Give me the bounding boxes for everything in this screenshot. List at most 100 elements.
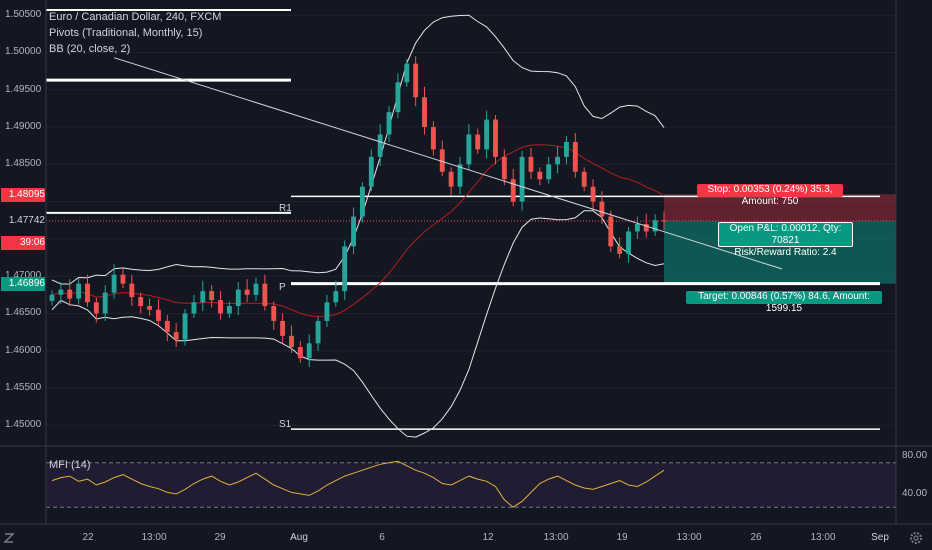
candle-body-28 — [297, 347, 303, 359]
time-tick: 13:00 — [810, 532, 836, 543]
axes — [0, 0, 932, 525]
price-tag: 1.47742 — [1, 213, 45, 228]
mfi-panel — [46, 460, 896, 508]
candle-body-45 — [448, 171, 454, 187]
candle-body-0 — [49, 294, 55, 301]
bollinger-bands — [51, 14, 665, 438]
time-tick: 13:00 — [676, 532, 702, 543]
candle-body-37 — [377, 134, 383, 157]
candle-body-32 — [333, 291, 339, 303]
candle-body-54 — [528, 156, 534, 172]
time-tick: Aug — [290, 532, 308, 543]
pnl-line-1: Open P&L: 0.00012, Qty: 70821 — [729, 223, 842, 246]
candle-body-49 — [484, 119, 490, 150]
mfi-legend[interactable]: MFI (14) — [49, 459, 91, 471]
price-tick: 1.45000 — [5, 419, 42, 431]
pivot-label-r1: R1 — [279, 203, 292, 214]
trendline[interactable] — [113, 57, 783, 270]
price-tick: 1.46500 — [5, 307, 42, 319]
candle-body-34 — [351, 216, 357, 247]
candle-body-57 — [555, 156, 561, 165]
candle-body-2 — [67, 289, 73, 299]
legend-pivots[interactable]: Pivots (Traditional, Monthly, 15) — [49, 27, 203, 39]
price-tag: 1.48095 — [1, 187, 45, 202]
candle-body-15 — [182, 313, 188, 340]
candle-body-5 — [93, 302, 99, 314]
candle-body-62 — [599, 201, 605, 217]
price-tick: 1.47000 — [5, 270, 42, 282]
candle-body-31 — [324, 302, 330, 321]
candle-body-43 — [430, 127, 436, 150]
time-tick: 19 — [616, 532, 628, 543]
candle-body-10 — [138, 297, 144, 307]
candle-body-23 — [253, 283, 259, 295]
time-tick: 29 — [214, 532, 226, 543]
candle-body-44 — [439, 149, 445, 172]
candle-body-64 — [617, 246, 623, 254]
candle-body-26 — [280, 320, 286, 336]
price-tag: 39:06 — [1, 235, 45, 250]
candle-body-63 — [608, 216, 614, 247]
stop-label[interactable]: Stop: 0.00353 (0.24%) 35.3, Amount: 750 — [697, 184, 843, 207]
mfi-tick-40: 40.00 — [902, 488, 928, 499]
candle-body-20 — [226, 306, 232, 314]
tradingview-logo-icon[interactable] — [3, 532, 15, 544]
candle-body-61 — [590, 186, 596, 202]
pnl-line-2: Risk/Reward Ratio: 2.4 — [734, 247, 837, 258]
stop-zone — [664, 194, 896, 222]
candle-body-36 — [368, 156, 374, 187]
candle-body-39 — [395, 82, 401, 113]
gear-icon[interactable] — [908, 530, 924, 546]
candle-body-65 — [626, 231, 631, 254]
time-tick: 13:00 — [543, 532, 569, 543]
candle-body-17 — [200, 291, 206, 303]
candle-body-30 — [315, 320, 321, 344]
candle-body-68 — [652, 220, 658, 232]
candle-body-53 — [519, 156, 525, 202]
target-label[interactable]: Target: 0.00846 (0.57%) 84.6, Amount: 15… — [686, 291, 882, 314]
candle-body-50 — [493, 119, 498, 157]
trendline-line — [113, 57, 783, 270]
candle-body-7 — [111, 274, 117, 293]
candle-body-59 — [572, 141, 578, 172]
grid — [46, 14, 896, 426]
legend: Euro / Canadian Dollar, 240, FXCM Pivots… — [49, 9, 221, 57]
pnl-box[interactable]: Open P&L: 0.00012, Qty: 70821 Risk/Rewar… — [718, 222, 853, 258]
price-tick: 1.50500 — [5, 9, 42, 21]
candle-body-38 — [386, 112, 392, 135]
candle-body-6 — [102, 292, 108, 314]
candle-body-69 — [661, 220, 667, 222]
candle-body-22 — [244, 289, 250, 295]
candle-body-42 — [422, 97, 427, 128]
candle-body-18 — [209, 291, 215, 301]
price-tick: 1.48500 — [5, 158, 42, 170]
candle-body-13 — [164, 320, 170, 333]
time-tick: 13:00 — [141, 532, 167, 543]
candle-body-12 — [155, 309, 161, 321]
candle-body-67 — [643, 224, 649, 232]
candle-body-24 — [262, 283, 268, 307]
candle-body-41 — [413, 63, 419, 98]
candle-body-52 — [510, 179, 516, 202]
legend-bb[interactable]: BB (20, close, 2) — [49, 43, 131, 55]
candle-body-40 — [404, 63, 410, 83]
candle-body-60 — [581, 171, 587, 187]
candle-body-29 — [306, 343, 312, 359]
time-tick: 6 — [379, 532, 385, 543]
candle-body-33 — [342, 246, 348, 292]
candle-body-51 — [501, 156, 507, 180]
mfi-tick-80: 80.00 — [902, 450, 928, 461]
price-tag: 1.46896 — [1, 276, 45, 291]
mfi-line — [51, 460, 665, 508]
legend-symbol[interactable]: Euro / Canadian Dollar, 240, FXCM — [49, 11, 222, 23]
candle-body-14 — [173, 332, 179, 340]
price-tick: 1.46000 — [5, 344, 42, 356]
candle-body-48 — [475, 134, 481, 150]
bb-upper — [51, 14, 665, 285]
candle-body-35 — [359, 186, 365, 217]
pivot-label-s1: S1 — [279, 419, 292, 430]
candle-body-46 — [457, 164, 463, 187]
bb-lower — [51, 210, 665, 438]
candle-body-25 — [271, 306, 277, 321]
